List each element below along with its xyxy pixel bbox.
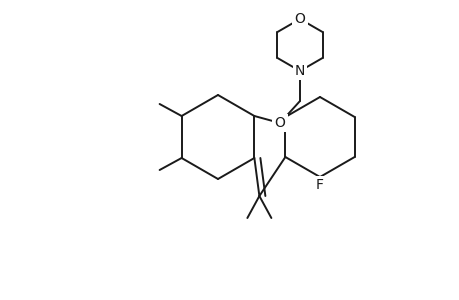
Text: O: O	[294, 12, 305, 26]
Text: O: O	[274, 116, 285, 130]
Text: N: N	[294, 64, 304, 78]
Text: F: F	[315, 178, 323, 192]
